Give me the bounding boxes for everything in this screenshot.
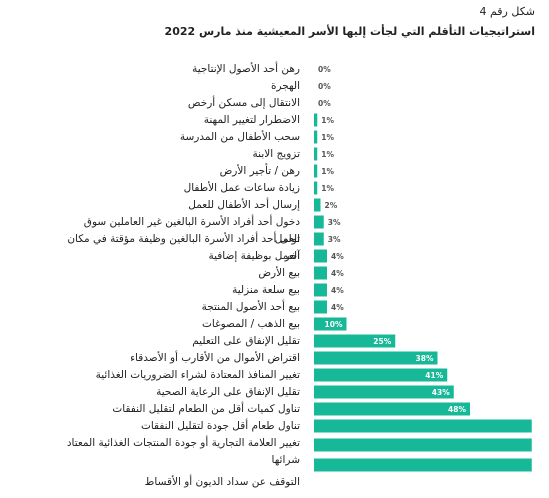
category-label: اقتراض الأموال من الأقارب أو الأصدقاء: [130, 351, 300, 364]
data-label: 4%: [331, 269, 344, 278]
category-label: تناول طعام أقل جودة لتقليل النفقات: [140, 419, 300, 432]
bar: [314, 334, 396, 348]
bar: [314, 232, 324, 246]
category-label: الهجرة: [270, 79, 300, 92]
data-label: 0%: [318, 99, 331, 108]
data-label: 0%: [318, 65, 331, 74]
data-label: 1%: [321, 133, 334, 142]
category-label: دخول أحد أفراد الأسرة البالغين غير العام…: [83, 215, 300, 245]
bar: [314, 351, 438, 365]
bar: [314, 458, 532, 472]
data-label: 25%: [373, 337, 391, 346]
category-label: تغيير العلامة التجارية أو جودة المنتجات …: [66, 436, 300, 466]
category-label: رهن / تأجير الأرض: [219, 164, 300, 177]
category-label: بيع أحد الأصول المنتجة: [201, 300, 300, 313]
category-label: زيادة ساعات عمل الأطفال: [183, 181, 300, 194]
data-label: 4%: [331, 303, 344, 312]
bar: [314, 317, 347, 331]
bar: [314, 249, 327, 263]
bar: [314, 402, 470, 416]
bar: [314, 266, 327, 280]
category-label: تناول كميات أقل من الطعام لتقليل النفقات: [112, 402, 300, 415]
category-label: العمل بوظيفة إضافية: [208, 249, 300, 262]
bar: [314, 130, 318, 144]
bar: [314, 147, 318, 161]
data-label: 1%: [321, 167, 334, 176]
data-label: 1%: [321, 150, 334, 159]
category-label: بيع الأرض: [258, 266, 300, 279]
bar: [314, 215, 324, 229]
category-label: رهن أحد الأصول الإنتاجية: [192, 62, 300, 75]
data-label: 10%: [325, 320, 343, 329]
bar: [314, 438, 532, 452]
chart-subtitle: استراتيجيات التأقلم التي لجأت إليها الأس…: [164, 25, 535, 38]
category-label: إرسال أحد الأطفال للعمل: [188, 198, 300, 211]
category-label: تقليل الإنفاق على التعليم: [192, 334, 300, 347]
bar: [314, 283, 327, 297]
chart-title: شكل رقم 4: [479, 5, 535, 18]
data-label: 4%: [331, 286, 344, 295]
data-label: 3%: [328, 235, 341, 244]
bar: [314, 385, 454, 399]
bar: [314, 181, 318, 195]
data-label: 48%: [448, 405, 466, 414]
bar: [314, 419, 532, 433]
category-label: تزويج الابنة: [252, 147, 300, 160]
data-label: 0%: [318, 82, 331, 91]
data-label: 1%: [321, 116, 334, 125]
category-label: بيع سلعة منزلية: [232, 283, 300, 296]
data-label: 1%: [321, 184, 334, 193]
category-label: تولى أحد أفراد الأسرة البالغين وظيفة مؤق…: [67, 232, 300, 262]
category-label: بيع الذهب / المصوغات: [202, 317, 300, 330]
bar: [314, 164, 318, 178]
data-label: 2%: [325, 201, 338, 210]
category-label: الاضطرار لتغيير المهنة: [203, 113, 300, 126]
bar: [314, 198, 321, 212]
bar: [314, 368, 448, 382]
data-label: 3%: [328, 218, 341, 227]
category-label: سحب الأطفال من المدرسة: [179, 130, 300, 143]
data-label: 41%: [425, 371, 443, 380]
category-label: التوقف عن سداد الديون أو الأقساط: [144, 475, 300, 488]
bar: [314, 300, 327, 314]
bar: [314, 113, 318, 127]
category-label: الانتقال إلى مسكن أرخص: [187, 96, 300, 109]
data-label: 4%: [331, 252, 344, 261]
category-label: تغيير المنافذ المعتادة لشراء الضروريات ا…: [95, 368, 300, 381]
data-label: 38%: [416, 354, 434, 363]
category-label: تقليل الإنفاق على الرعاية الصحية: [156, 385, 300, 398]
data-label: 43%: [432, 388, 450, 397]
